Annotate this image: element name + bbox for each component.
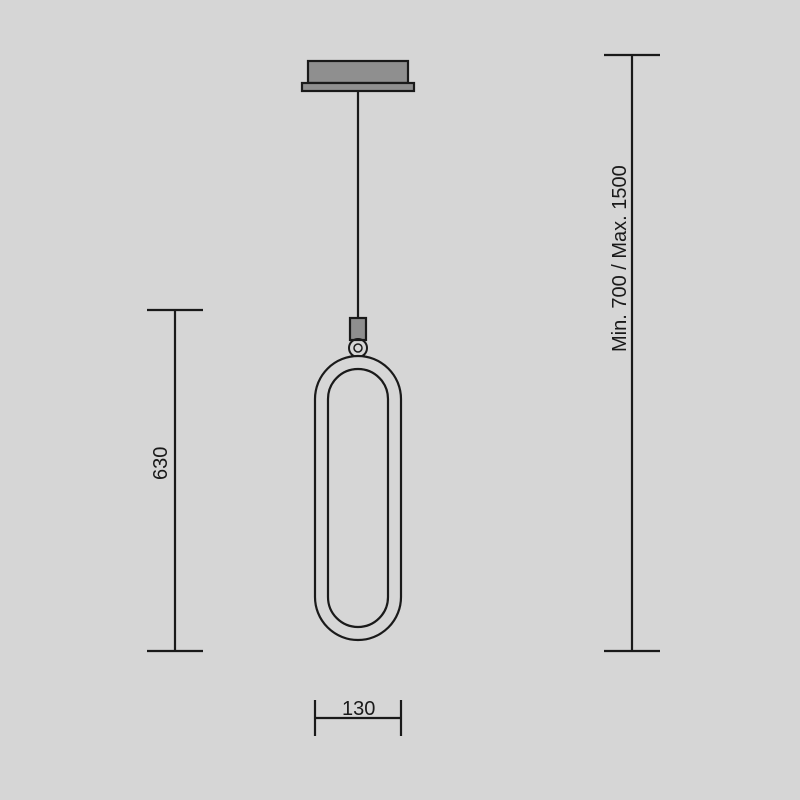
dimension-label-total: Min. 700 / Max. 1500 xyxy=(609,165,632,352)
diagram-svg xyxy=(0,0,800,800)
diagram-canvas: 630 Min. 700 / Max. 1500 130 xyxy=(0,0,800,800)
dimension-label-width: 130 xyxy=(342,698,375,721)
dimension-label-height: 630 xyxy=(150,447,173,480)
